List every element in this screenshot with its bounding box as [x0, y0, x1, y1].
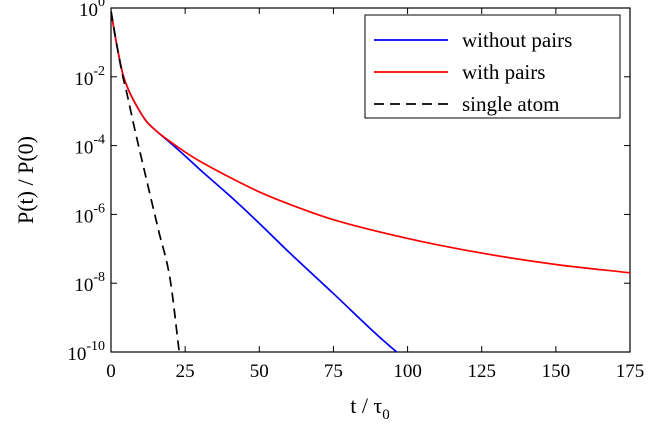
tick-layer: [110, 7, 631, 353]
legend: without pairs with pairs single atom: [364, 14, 621, 119]
x-axis-label-subscript: 0: [382, 407, 390, 423]
y-tick-label-base: 10: [67, 344, 86, 365]
x-tick-label: 25: [176, 361, 195, 382]
y-tick-label-base: 10: [74, 138, 93, 159]
x-tick-label: 100: [393, 361, 422, 382]
y-tick-label: 10-6: [74, 201, 105, 227]
y-tick-label-exponent: 0: [98, 0, 105, 10]
y-tick-label: 10-10: [67, 339, 105, 365]
x-tick-label: 0: [106, 361, 116, 382]
y-tick-label-exponent: -4: [93, 133, 105, 148]
y-tick-label-exponent: -10: [86, 339, 105, 354]
x-tick-labels: 0 25 50 75 100 125 150 175: [106, 361, 644, 382]
x-tick-label: 150: [542, 361, 571, 382]
x-tick-label: 125: [467, 361, 496, 382]
y-tick-label: 10-4: [74, 133, 105, 159]
x-tick-label: 175: [616, 361, 645, 382]
x-axis-label-main: t / τ: [350, 393, 382, 418]
legend-label-single-atom: single atom: [462, 92, 559, 116]
legend-label-with-pairs: with pairs: [462, 60, 545, 84]
legend-label-without-pairs: without pairs: [462, 28, 572, 52]
legend-box: [364, 14, 621, 119]
x-tick-label: 75: [324, 361, 343, 382]
y-tick-label: 10-2: [74, 64, 105, 90]
series-line-single-atom: [111, 11, 181, 352]
series-layer: [111, 11, 630, 352]
y-tick-label-exponent: -2: [93, 64, 105, 79]
y-tick-label-exponent: -6: [93, 201, 105, 216]
y-axis-label: P(t) / P(0): [13, 136, 38, 224]
x-axis-label: t / τ0: [350, 393, 390, 423]
series-line-with-pairs: [111, 11, 630, 274]
y-tick-label: 100: [79, 0, 105, 21]
y-tick-label-base: 10: [74, 69, 93, 90]
x-tick-label: 50: [250, 361, 269, 382]
y-tick-label-base: 10: [74, 206, 93, 227]
y-tick-label-base: 10: [74, 275, 93, 296]
legend-items: without pairs with pairs single atom: [374, 28, 572, 116]
y-tick-label: 10-8: [74, 270, 105, 296]
y-tick-label-exponent: -8: [93, 270, 105, 285]
y-tick-label-base: 10: [79, 0, 98, 21]
